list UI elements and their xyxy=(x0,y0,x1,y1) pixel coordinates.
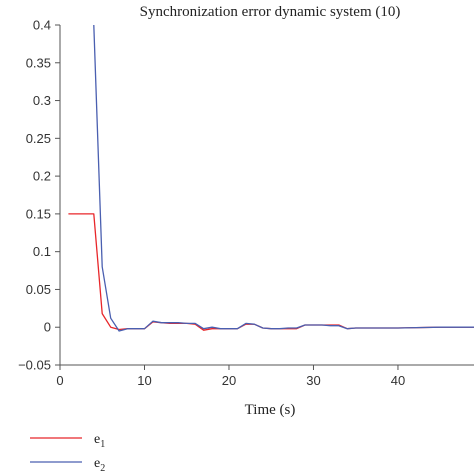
legend-label-e2: e2 xyxy=(94,456,105,474)
x-tick-label: 0 xyxy=(56,373,63,388)
y-tick-label: 0.1 xyxy=(33,244,51,259)
x-tick-label: 10 xyxy=(137,373,151,388)
y-tick-label: 0.3 xyxy=(33,93,51,108)
y-ticks: 0.4 0.35 0.3 0.25 0.2 0.15 0.1 0.05 0 −0.05 xyxy=(18,18,60,373)
series-line-e2 xyxy=(93,24,474,332)
y-tick-label: −0.05 xyxy=(18,358,51,373)
plot-frame xyxy=(59,25,474,366)
y-tick-label: 0.35 xyxy=(26,55,51,70)
y-tick-label: 0.4 xyxy=(33,18,51,33)
x-tick-label: 30 xyxy=(306,373,320,388)
x-axis-label: Time (s) xyxy=(245,402,296,418)
chart-title: Synchronization error dynamic system (10… xyxy=(140,4,401,20)
series-lines xyxy=(68,24,474,332)
y-tick-label: 0.05 xyxy=(26,282,51,297)
series-line-e1 xyxy=(68,213,474,331)
y-tick-label: 0.2 xyxy=(33,169,51,184)
legend-label-e1: e1 xyxy=(94,432,105,450)
y-tick-label: 0.15 xyxy=(26,206,51,221)
x-ticks: 0 10 20 30 40 xyxy=(56,365,405,388)
x-tick-label: 40 xyxy=(391,373,405,388)
y-tick-label: 0 xyxy=(44,320,51,335)
x-tick-label: 20 xyxy=(222,373,236,388)
y-tick-label: 0.25 xyxy=(26,131,51,146)
